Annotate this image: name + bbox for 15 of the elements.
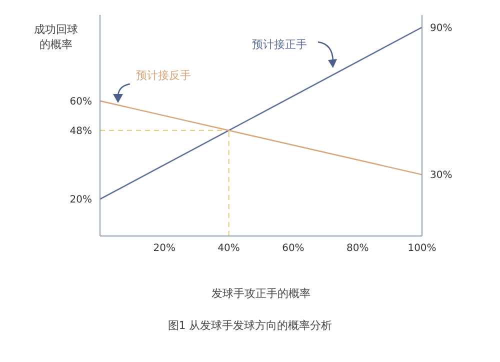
y2-tick-label: 90% — [430, 22, 452, 34]
y-axis-title: 成功回球的概率 — [33, 22, 79, 52]
y-tick-label: 20% — [70, 194, 92, 206]
caption: 图1 从发球手发球方向的概率分析 — [166, 318, 334, 333]
y-tick-label: 60% — [70, 96, 92, 108]
text: 预计接正手 — [252, 37, 307, 52]
x-tick-label: 100% — [408, 243, 436, 254]
y-tick-label: 48% — [70, 126, 92, 137]
x-axis-title: 发球手攻正手的概率 — [210, 286, 312, 301]
text: 预计接反手 — [136, 68, 191, 83]
x-tick-label: 40% — [218, 243, 240, 254]
x-tick-label: 60% — [282, 243, 304, 254]
y2-tick-label: 30% — [430, 170, 452, 182]
x-tick-label: 80% — [346, 243, 369, 254]
x-tick-label: 20% — [153, 243, 176, 254]
